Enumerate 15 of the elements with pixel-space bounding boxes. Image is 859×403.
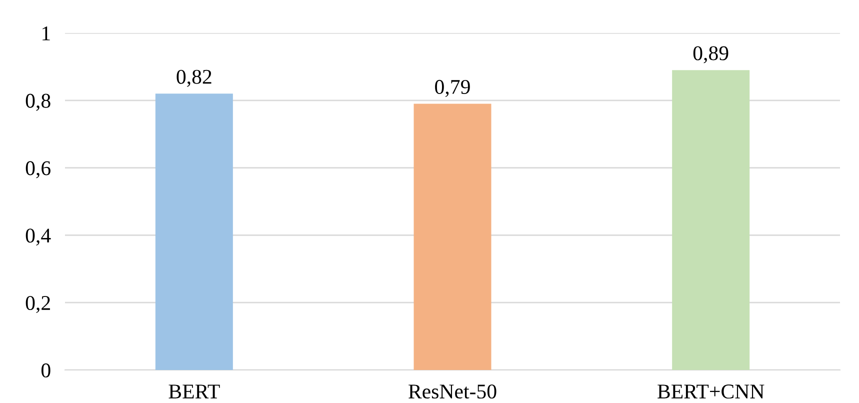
x-tick-label: BERT	[168, 384, 220, 398]
bar	[672, 70, 750, 370]
data-label: 0,89	[693, 46, 728, 64]
y-tick-label: 0,8	[26, 94, 50, 111]
bar	[414, 104, 492, 370]
y-tick-label: 0	[41, 363, 50, 378]
data-label: 0,82	[176, 70, 212, 87]
y-tick-label: 1	[42, 26, 50, 40]
y-tick-label: 0,2	[26, 296, 50, 314]
y-tick-label: 0,4	[26, 228, 51, 246]
x-tick-label: BERT+CNN	[658, 384, 764, 399]
bar	[155, 94, 233, 370]
x-tick-label: ResNet-50	[408, 384, 496, 399]
y-tick-label: 0,6	[26, 161, 50, 178]
data-label: 0,79	[435, 80, 470, 97]
